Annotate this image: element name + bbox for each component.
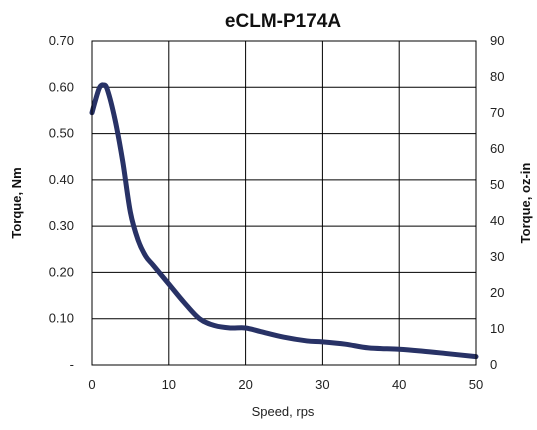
x-tick-label: 30 <box>315 377 329 392</box>
x-axis-title: Speed, rps <box>252 404 315 419</box>
y2-tick-label: 20 <box>490 285 504 300</box>
y2-tick-label: 40 <box>490 213 504 228</box>
x-tick-label: 40 <box>392 377 406 392</box>
y2-tick-label: 30 <box>490 249 504 264</box>
y-tick-label: 0.30 <box>49 218 74 233</box>
x-axis-ticks: 0 10 20 30 40 50 <box>88 377 483 392</box>
y-tick-label: 0.10 <box>49 311 74 326</box>
grid <box>91 40 477 366</box>
y2-tick-label: 70 <box>490 105 504 120</box>
plot-frame <box>91 40 477 366</box>
y-tick-label: 0.20 <box>49 264 74 279</box>
y-axis-right-ticks: 0 10 20 30 40 50 60 70 80 90 <box>490 33 504 372</box>
series-layer <box>89 82 479 360</box>
x-tick-label: 20 <box>238 377 252 392</box>
y-tick-label: 0.70 <box>49 33 74 48</box>
y2-tick-label: 80 <box>490 69 504 84</box>
y-tick-label: 0.60 <box>49 79 74 94</box>
y-tick-label: 0.50 <box>49 126 74 141</box>
y-axis-right-title: Torque, oz-in <box>518 163 533 244</box>
y2-tick-label: 50 <box>490 177 504 192</box>
y2-tick-label: 0 <box>490 357 497 372</box>
torque-series-line <box>89 82 479 360</box>
y2-tick-label: 60 <box>490 141 504 156</box>
x-tick-label: 10 <box>162 377 176 392</box>
y-tick-label: 0.40 <box>49 172 74 187</box>
y-tick-label: - <box>70 357 74 372</box>
y2-tick-label: 90 <box>490 33 504 48</box>
chart-title: eCLM-P174A <box>225 11 341 32</box>
y-axis-left-ticks: - 0.10 0.20 0.30 0.40 0.50 0.60 0.70 <box>49 33 74 372</box>
x-tick-label: 0 <box>88 377 95 392</box>
y2-tick-label: 10 <box>490 321 504 336</box>
y-axis-left-title: Torque, Nm <box>9 167 24 238</box>
x-tick-label: 50 <box>469 377 483 392</box>
